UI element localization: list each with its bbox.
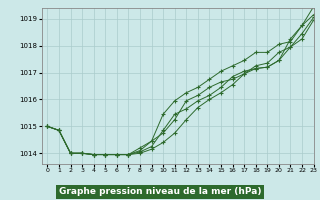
Text: Graphe pression niveau de la mer (hPa): Graphe pression niveau de la mer (hPa) <box>59 188 261 196</box>
